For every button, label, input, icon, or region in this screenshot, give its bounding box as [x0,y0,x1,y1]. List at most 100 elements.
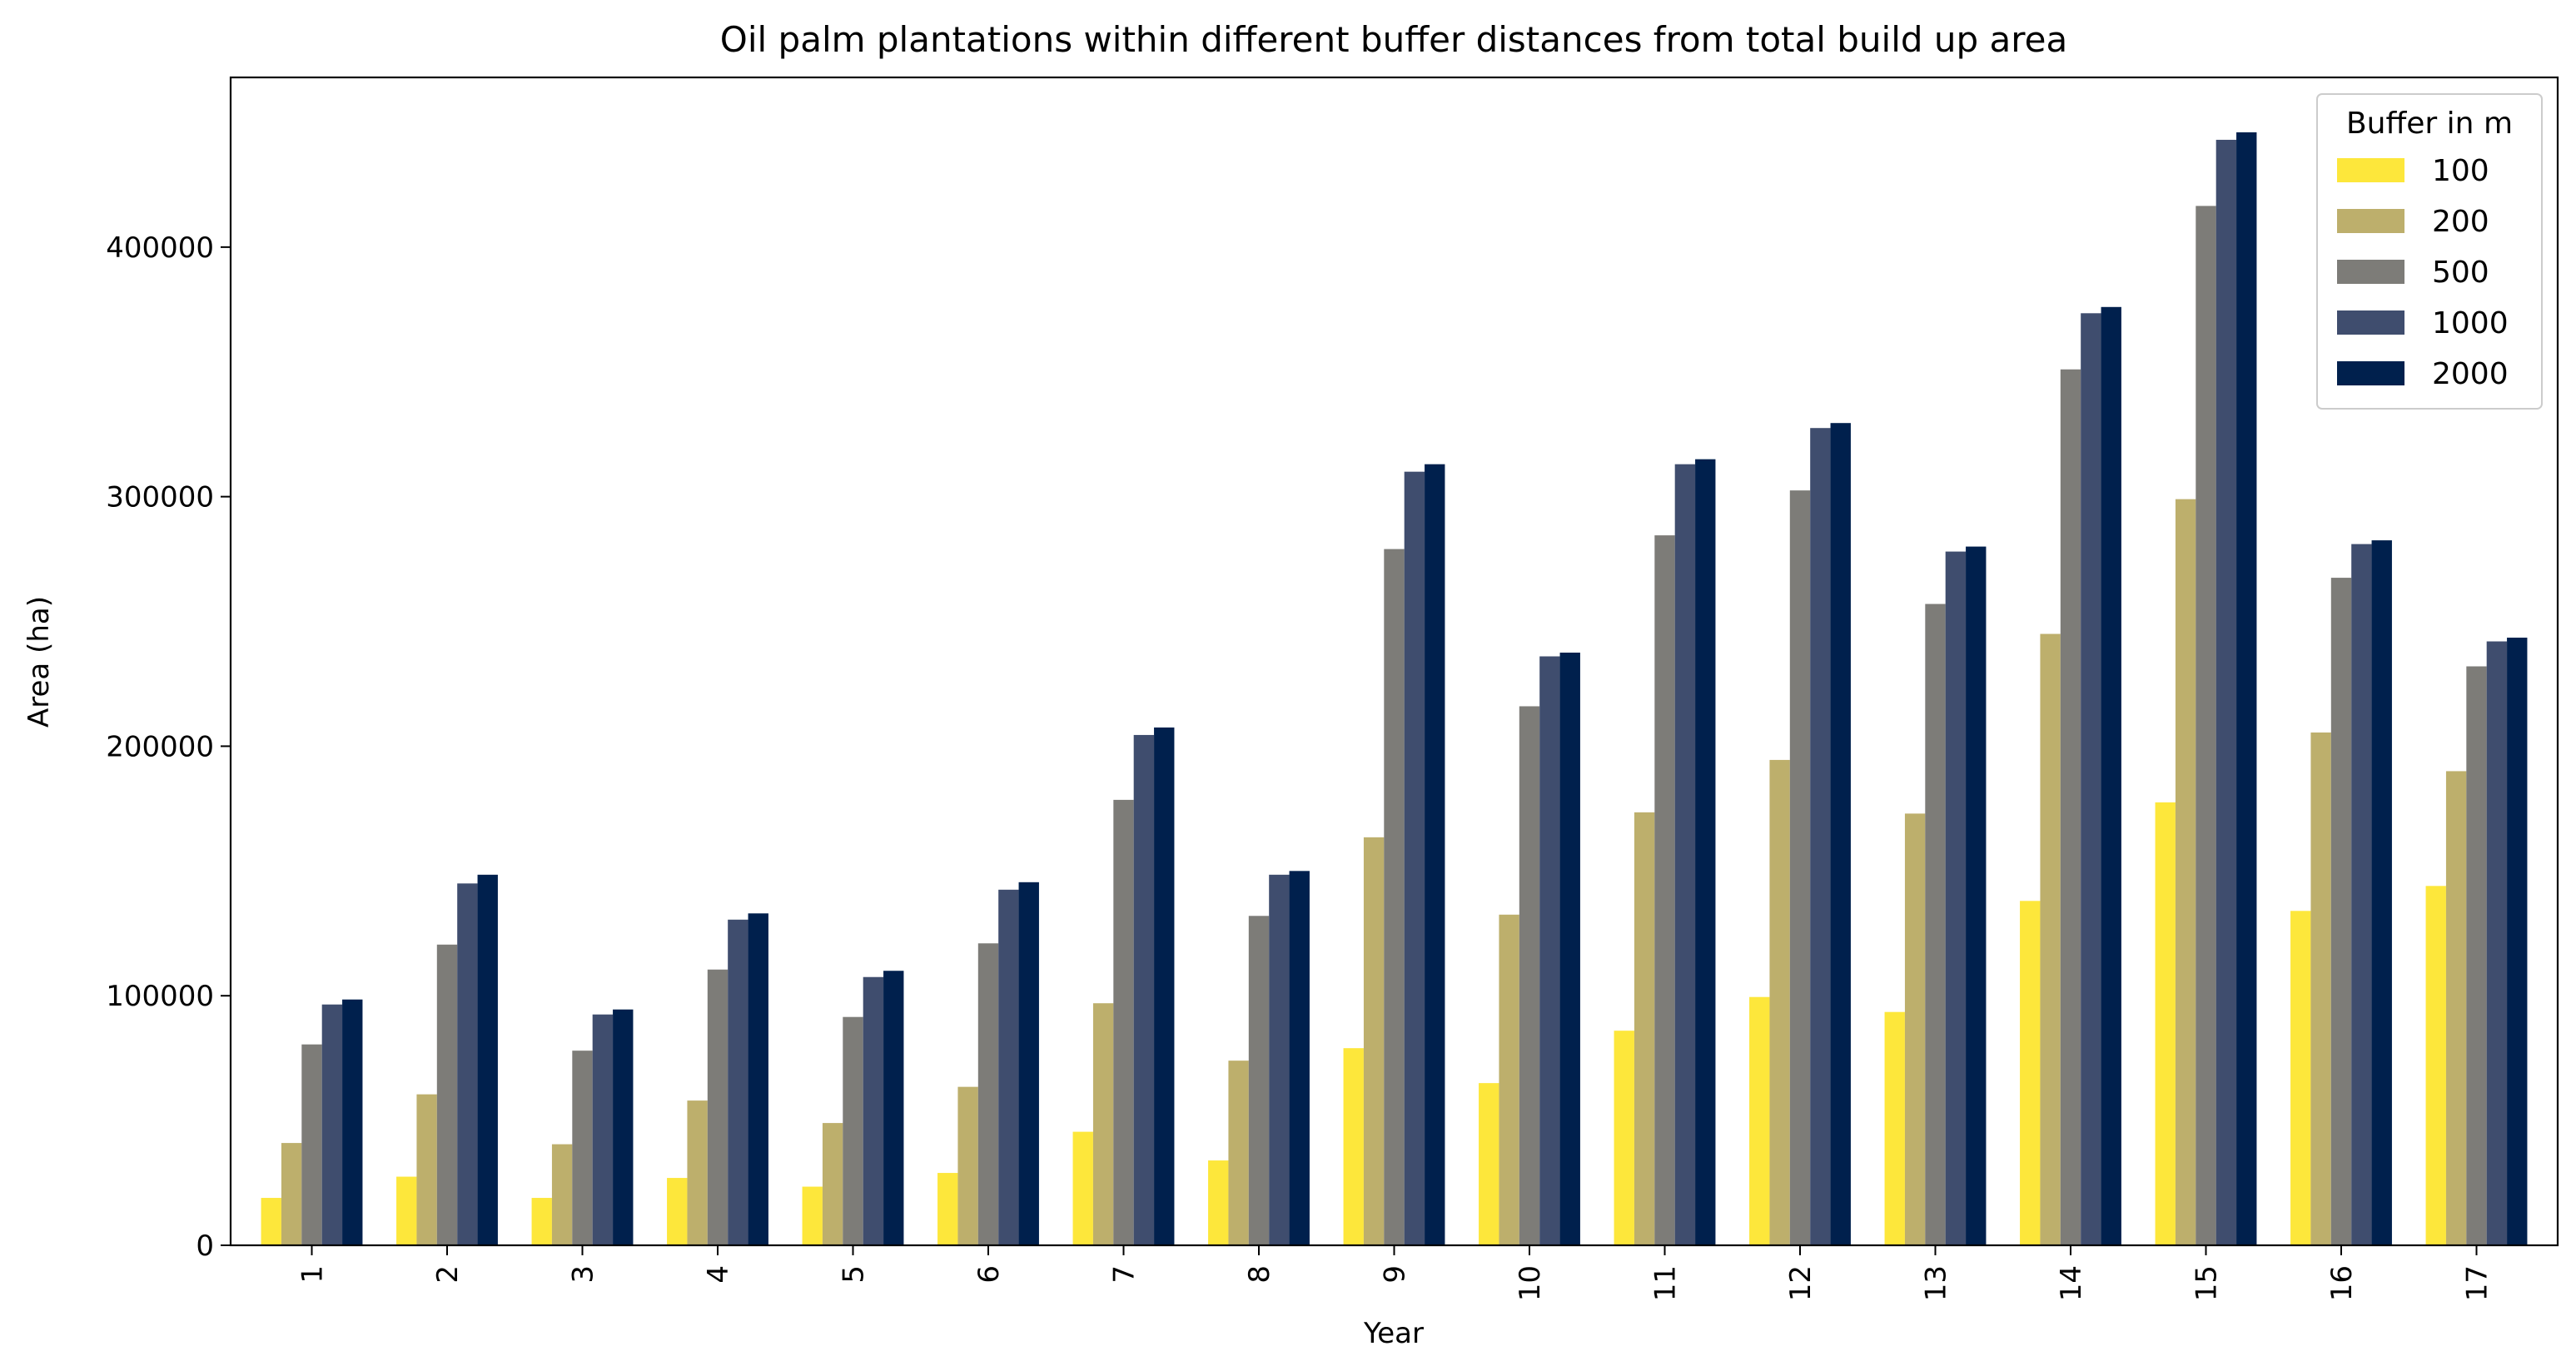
bar-500-1 [301,1044,322,1245]
x-tick-label: 7 [1108,1265,1141,1284]
legend-label-500: 500 [2432,256,2489,290]
bar-200-10 [1499,914,1519,1245]
x-tick-label: 13 [1920,1265,1953,1301]
legend-swatch-500 [2337,260,2404,284]
legend-title: Buffer in m [2346,107,2513,141]
bar-2000-16 [2371,540,2392,1245]
bar-2000-13 [1966,546,1987,1245]
bar-2000-17 [2507,638,2528,1245]
legend-swatch-1000 [2337,310,2404,335]
bar-200-12 [1769,759,1790,1245]
bar-500-6 [977,943,999,1245]
bar-100-8 [1208,1160,1229,1245]
bar-2000-8 [1289,871,1310,1245]
bar-500-12 [1789,490,1811,1245]
bar-100-6 [937,1173,958,1245]
x-tick-label: 11 [1649,1265,1683,1301]
bar-500-10 [1519,706,1540,1245]
bar-100-16 [2290,911,2311,1245]
bar-2000-9 [1425,464,1445,1245]
bar-200-1 [281,1143,302,1245]
bar-1000-17 [2486,641,2508,1245]
bar-500-11 [1654,535,1675,1245]
bar-200-6 [957,1086,978,1245]
bar-200-3 [551,1144,573,1245]
bar-200-7 [1092,1003,1114,1245]
bar-100-12 [1749,996,1770,1245]
x-axis: 1 2 3 4 5 6 7 8 9 10 11 12 13 14 15 16 17 [296,1245,2494,1301]
bar-500-5 [843,1016,863,1245]
bar-200-15 [2175,499,2196,1245]
bar-100-1 [261,1198,281,1245]
y-tick-label: 400000 [106,231,214,265]
bar-100-14 [2020,901,2041,1245]
x-tick-label: 5 [838,1265,871,1284]
bar-200-16 [2310,732,2331,1245]
chart-title: Oil palm plantations within different bu… [720,19,2067,60]
y-tick-label: 300000 [106,481,214,514]
bar-1000-5 [863,976,884,1245]
bar-1000-13 [1945,551,1967,1245]
bar-200-14 [2040,633,2061,1245]
bar-2000-3 [613,1009,634,1245]
legend-label-200: 200 [2432,205,2489,239]
bar-500-3 [572,1051,593,1245]
bar-100-9 [1343,1048,1364,1245]
bar-2000-6 [1018,882,1039,1245]
bar-500-15 [2196,206,2216,1245]
x-tick-label: 9 [1379,1265,1412,1284]
bar-2000-12 [1830,423,1851,1245]
y-axis: 0 100000 200000 300000 400000 [106,231,231,1263]
bar-200-11 [1634,812,1655,1245]
legend-swatch-100 [2337,158,2404,182]
bar-1000-6 [998,889,1019,1245]
legend-label-1000: 1000 [2432,306,2509,340]
bar-100-4 [667,1178,688,1245]
x-tick-label: 12 [1784,1265,1818,1301]
x-axis-title: Year [1363,1317,1424,1350]
bar-1000-8 [1269,874,1290,1245]
bar-2000-14 [2101,306,2121,1245]
x-tick-label: 10 [1514,1265,1547,1301]
bar-1000-4 [728,919,748,1245]
y-tick-label: 0 [196,1229,214,1263]
bar-2000-4 [748,913,768,1245]
legend-swatch-2000 [2337,361,2404,385]
bar-1000-14 [2081,313,2101,1245]
bar-500-4 [707,969,729,1245]
bar-1000-2 [457,883,478,1245]
bar-200-4 [687,1100,708,1245]
bar-200-9 [1363,837,1385,1245]
bar-100-5 [802,1186,823,1245]
bar-100-17 [2425,886,2446,1245]
legend: Buffer in m 100 200 500 1000 2000 [2316,93,2543,410]
bar-100-15 [2155,802,2176,1245]
bar-200-5 [822,1123,843,1245]
bar-500-14 [2060,369,2081,1245]
legend-label-2000: 2000 [2432,357,2509,391]
x-tick-label: 3 [567,1265,600,1284]
bar-500-16 [2330,578,2352,1245]
bar-100-10 [1479,1083,1499,1245]
bar-200-17 [2445,771,2467,1245]
y-tick-label: 100000 [106,980,214,1013]
bar-2000-1 [342,999,363,1245]
y-axis-title: Area (ha) [22,596,56,728]
bar-1000-16 [2351,544,2372,1245]
bar-2000-10 [1559,653,1580,1245]
bar-2000-11 [1695,459,1716,1245]
x-tick-label: 1 [296,1265,330,1284]
bar-100-3 [531,1198,552,1245]
bar-1000-11 [1674,464,1696,1245]
x-tick-label: 6 [972,1265,1006,1284]
bar-2000-2 [477,874,498,1245]
x-tick-label: 16 [2325,1265,2359,1301]
bar-100-13 [1884,1011,1905,1245]
bars-layer [261,132,2528,1246]
bar-500-17 [2466,666,2487,1245]
legend-swatch-200 [2337,209,2404,233]
bar-500-7 [1113,799,1134,1245]
bar-2000-5 [883,971,904,1245]
x-tick-label: 4 [702,1265,735,1284]
